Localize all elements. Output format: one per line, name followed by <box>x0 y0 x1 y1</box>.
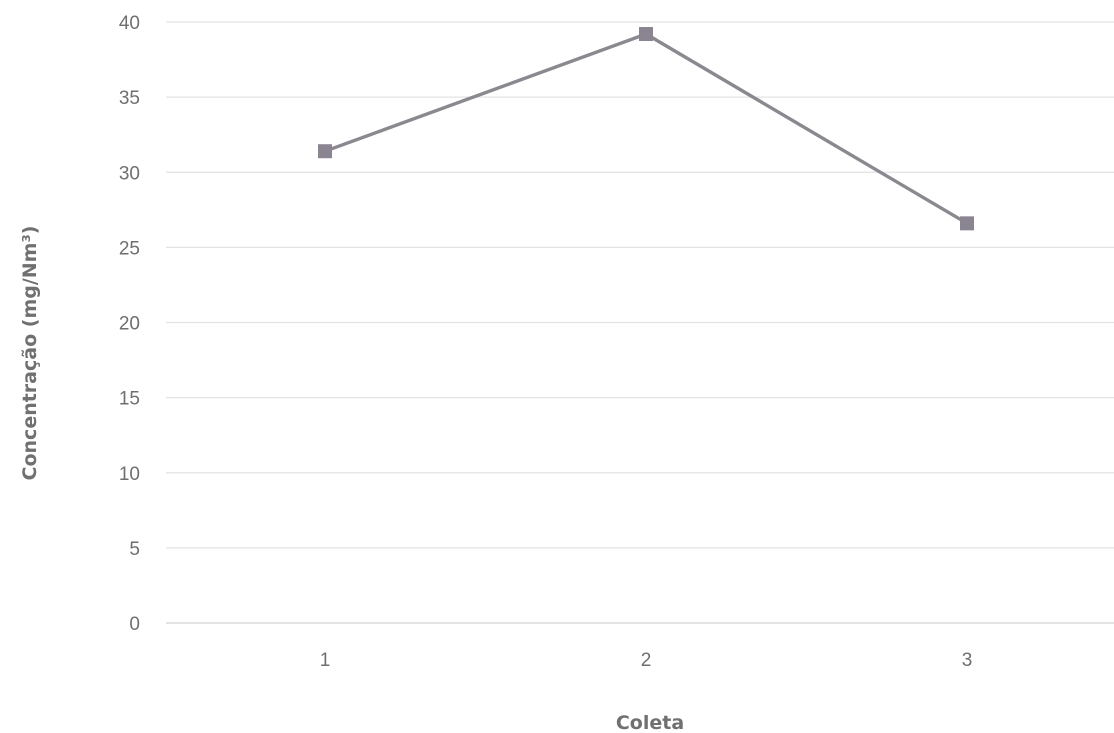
y-tick-label: 15 <box>119 389 140 410</box>
y-tick-label: 30 <box>119 163 140 184</box>
y-tick-label: 40 <box>119 13 140 34</box>
x-tick-label: 2 <box>641 650 652 671</box>
y-tick-label: 25 <box>119 238 140 259</box>
y-axis-ticks: 0 5 10 15 20 25 30 35 40 <box>119 13 140 635</box>
data-point-marker <box>960 216 974 231</box>
x-axis-title: Coleta <box>616 712 684 733</box>
y-tick-label: 0 <box>129 614 140 635</box>
y-tick-label: 20 <box>119 314 140 335</box>
data-point-marker <box>318 144 332 159</box>
y-axis-title: Concentração (mg/Nm³) <box>19 226 41 481</box>
x-tick-label: 3 <box>962 650 973 671</box>
y-tick-label: 10 <box>119 464 140 485</box>
y-tick-label: 35 <box>119 88 140 109</box>
series-line <box>324 32 968 225</box>
y-tick-label: 5 <box>129 539 140 560</box>
x-axis-ticks: 1 2 3 <box>320 650 973 671</box>
grid-lines <box>166 21 1114 624</box>
series-group <box>318 27 974 231</box>
data-point-marker <box>639 27 653 42</box>
x-tick-label: 1 <box>320 650 331 671</box>
